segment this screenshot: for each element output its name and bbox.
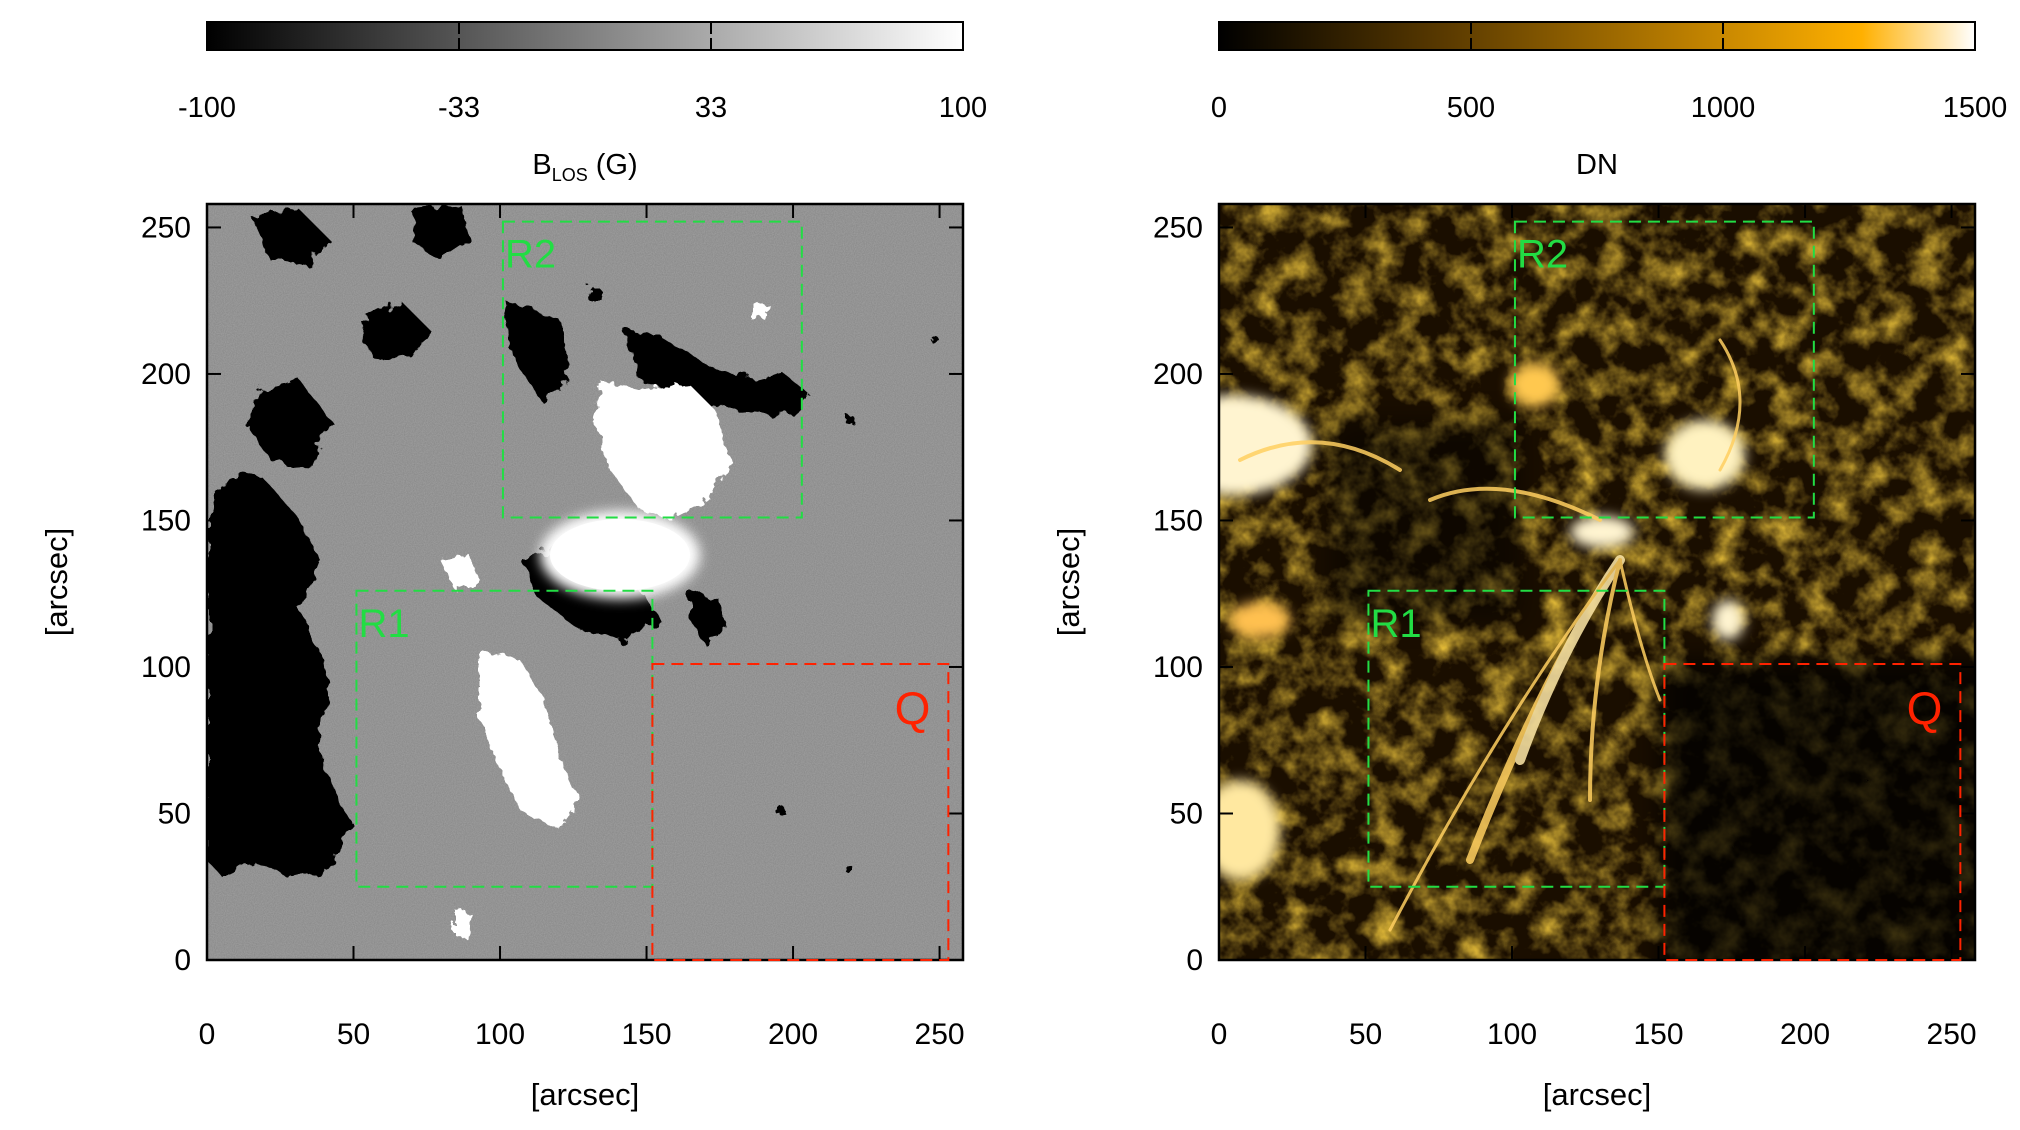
euv-intensity-x-tick-label: 200 (1780, 1018, 1830, 1051)
magnetogram-colorbar-tick-label: -33 (438, 92, 480, 124)
euv-intensity-x-tick-label: 100 (1487, 1018, 1537, 1051)
euv-intensity-colorbar-label: DN (1576, 149, 1618, 181)
euv-intensity-region-q-label: Q (1907, 682, 1943, 734)
magnetogram-xlabel: [arcsec] (531, 1077, 640, 1112)
magnetogram-region-q-label: Q (895, 682, 931, 734)
euv-intensity-colorbar-tick-label: 500 (1447, 92, 1495, 124)
magnetogram-y-tick-label: 50 (158, 797, 191, 830)
euv-intensity-y-tick-label: 150 (1153, 504, 1203, 537)
euv-intensity-x-tick-label: 50 (1349, 1018, 1382, 1051)
magnetogram-x-tick-label: 50 (337, 1018, 370, 1051)
euv-intensity-colorbar (1218, 21, 1976, 51)
euv-frame (1217, 202, 1977, 962)
magnetogram-region-r2-label: R2 (505, 233, 556, 277)
magnetogram-colorbar-tick-label: -100 (178, 92, 236, 124)
magnetogram-y-tick-label: 100 (141, 651, 191, 684)
euv-intensity-y-tick-label: 200 (1153, 358, 1203, 391)
euv-intensity-x-tick-label: 150 (1634, 1018, 1684, 1051)
magnetogram-ylabel: [arcsec] (39, 528, 74, 637)
euv-intensity-y-tick-label: 0 (1186, 944, 1203, 977)
euv-panel (1217, 202, 1977, 962)
euv-intensity-colorbar-tick-label: 1500 (1943, 92, 2008, 124)
magnetogram-colorbar-label: BLOS (G) (532, 149, 637, 185)
magnetogram-frame (205, 202, 965, 962)
euv-intensity-y-tick-label: 250 (1153, 211, 1203, 244)
euv-image (1219, 204, 1975, 960)
magnetogram-x-tick-label: 250 (915, 1018, 965, 1051)
magnetogram-x-tick-label: 200 (768, 1018, 818, 1051)
magnetogram-region-r2-box (501, 220, 803, 519)
magnetogram-y-tick-label: 150 (141, 504, 191, 537)
euv-intensity-colorbar-tick-label: 0 (1211, 92, 1227, 124)
euv-intensity-xlabel: [arcsec] (1543, 1077, 1652, 1112)
euv-intensity-y-tick-label: 100 (1153, 651, 1203, 684)
magnetogram-colorbar (206, 21, 964, 51)
euv-intensity-x-tick-label: 0 (1211, 1018, 1228, 1051)
euv-intensity-y-tick-label: 50 (1170, 797, 1203, 830)
magnetogram-y-tick-label: 200 (141, 358, 191, 391)
magnetogram-colorbar-tick-label: 33 (695, 92, 727, 124)
euv-intensity-x-tick-label: 250 (1927, 1018, 1977, 1051)
euv-intensity-colorbar-tick-label: 1000 (1691, 92, 1756, 124)
magnetogram-x-tick-label: 100 (475, 1018, 525, 1051)
magnetogram-image (207, 204, 963, 960)
euv-intensity-ylabel: [arcsec] (1051, 528, 1086, 637)
magnetogram-x-tick-label: 150 (622, 1018, 672, 1051)
magnetogram-region-r1-label: R1 (358, 602, 409, 646)
magnetogram-colorbar-tick-label: 100 (939, 92, 987, 124)
euv-intensity-region-q-box (1663, 663, 1962, 961)
magnetogram-y-tick-label: 0 (174, 944, 191, 977)
euv-intensity-region-r2-box (1513, 220, 1815, 519)
magnetogram-region-q-box (651, 663, 950, 961)
euv-intensity-region-r1-label: R1 (1370, 602, 1421, 646)
magnetogram-panel (205, 202, 965, 962)
magnetogram-x-tick-label: 0 (199, 1018, 216, 1051)
euv-intensity-region-r2-label: R2 (1517, 233, 1568, 277)
magnetogram-y-tick-label: 250 (141, 211, 191, 244)
